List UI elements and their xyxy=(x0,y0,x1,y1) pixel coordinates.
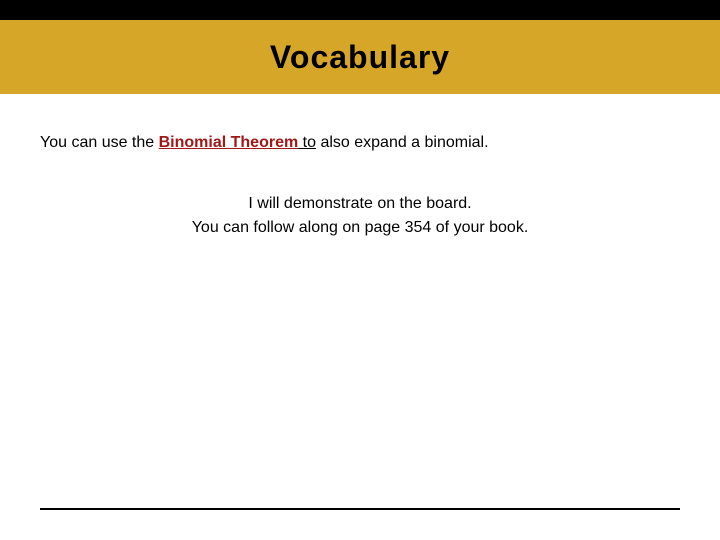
header-gold-bar: Vocabulary xyxy=(0,20,720,94)
intro-text: You can use the Binomial Theorem to also… xyxy=(40,134,680,152)
note-line-2: You can follow along on page 354 of your… xyxy=(40,216,680,240)
note-line-1: I will demonstrate on the board. xyxy=(40,192,680,216)
intro-suffix-plain: also expand a binomial. xyxy=(316,134,489,151)
slide-title: Vocabulary xyxy=(270,39,450,76)
header-black-bar xyxy=(0,0,720,20)
intro-suffix-underlined: to xyxy=(298,134,316,151)
vocab-term: Binomial Theorem xyxy=(159,134,299,151)
content-area: You can use the Binomial Theorem to also… xyxy=(0,94,720,240)
footer-divider xyxy=(40,508,680,510)
note-block: I will demonstrate on the board. You can… xyxy=(40,192,680,240)
intro-prefix: You can use the xyxy=(40,134,159,151)
